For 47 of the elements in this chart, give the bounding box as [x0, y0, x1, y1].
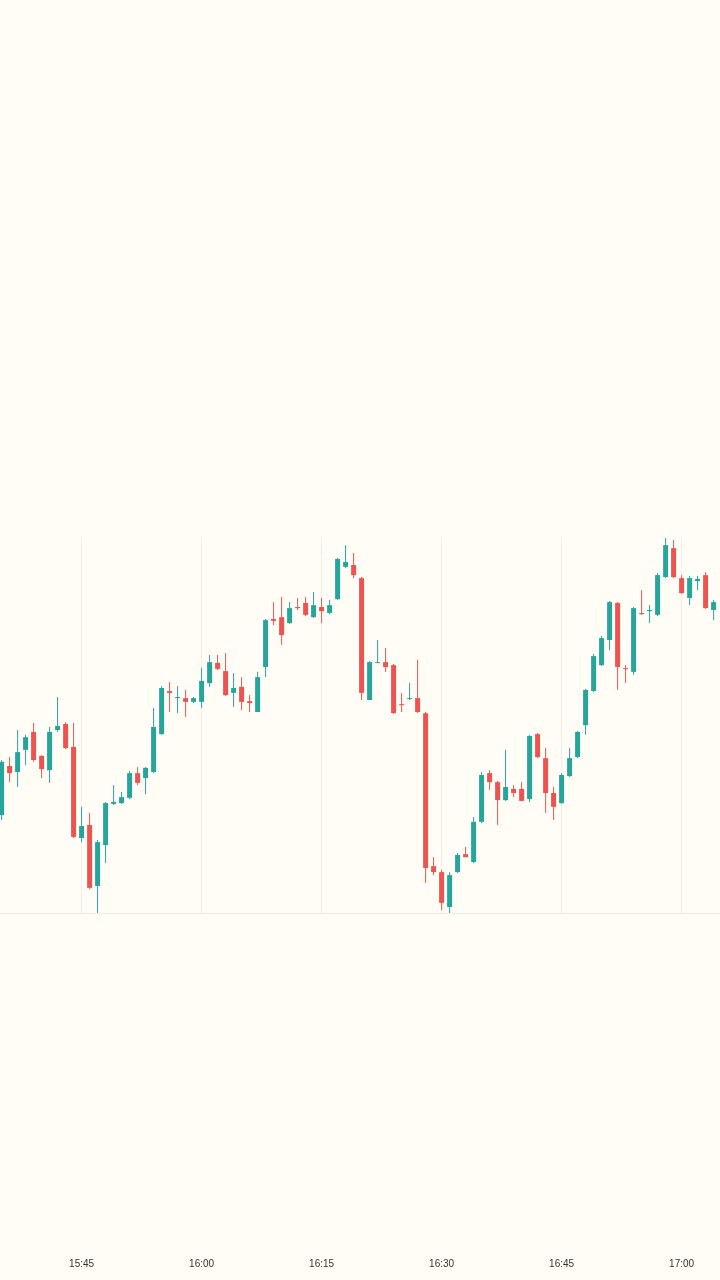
candlestick [319, 597, 325, 624]
candlestick [303, 596, 309, 617]
candlestick [375, 639, 381, 664]
candlestick [503, 749, 509, 802]
candlestick [15, 729, 21, 788]
x-tick-label: 16:00 [189, 1257, 215, 1269]
candlestick [343, 544, 349, 569]
candlestick [407, 682, 413, 701]
candlestick [39, 754, 45, 779]
candlestick [167, 681, 173, 713]
candlestick [455, 852, 461, 874]
candlestick [351, 552, 357, 579]
candlestick [711, 599, 717, 621]
candlestick [231, 672, 237, 708]
candlestick [519, 781, 525, 802]
candlestick [199, 667, 205, 709]
candlestick [535, 732, 541, 759]
candlestick [207, 654, 213, 688]
candlestick [55, 696, 61, 733]
candlestick [111, 784, 117, 806]
candlestick [271, 601, 277, 626]
candlestick [551, 786, 557, 821]
x-tick-label: 16:30 [429, 1257, 455, 1269]
candlestick [143, 766, 149, 795]
candlestick [487, 769, 493, 791]
candlestick [79, 806, 85, 843]
candlestick [183, 689, 189, 718]
candlestick [567, 747, 573, 778]
candlestick [7, 756, 13, 783]
x-tick-label: 16:15 [309, 1257, 335, 1269]
candlestick [623, 664, 629, 684]
candlestick [223, 652, 229, 697]
candlestick [287, 601, 293, 625]
candlestick [311, 591, 317, 619]
x-tick-label: 15:45 [69, 1257, 95, 1269]
x-tick-label: 17:00 [669, 1257, 695, 1269]
candlestick [679, 574, 685, 595]
candlestick [63, 721, 69, 750]
candlestick [399, 692, 405, 713]
candlestick [23, 734, 29, 766]
x-tick-label: 16:45 [549, 1257, 575, 1269]
candlestick [687, 575, 693, 606]
candlestick [383, 647, 389, 673]
candlestick [495, 780, 501, 826]
candlestick [415, 659, 421, 714]
candlestick [239, 676, 245, 711]
candlestick [279, 596, 285, 646]
